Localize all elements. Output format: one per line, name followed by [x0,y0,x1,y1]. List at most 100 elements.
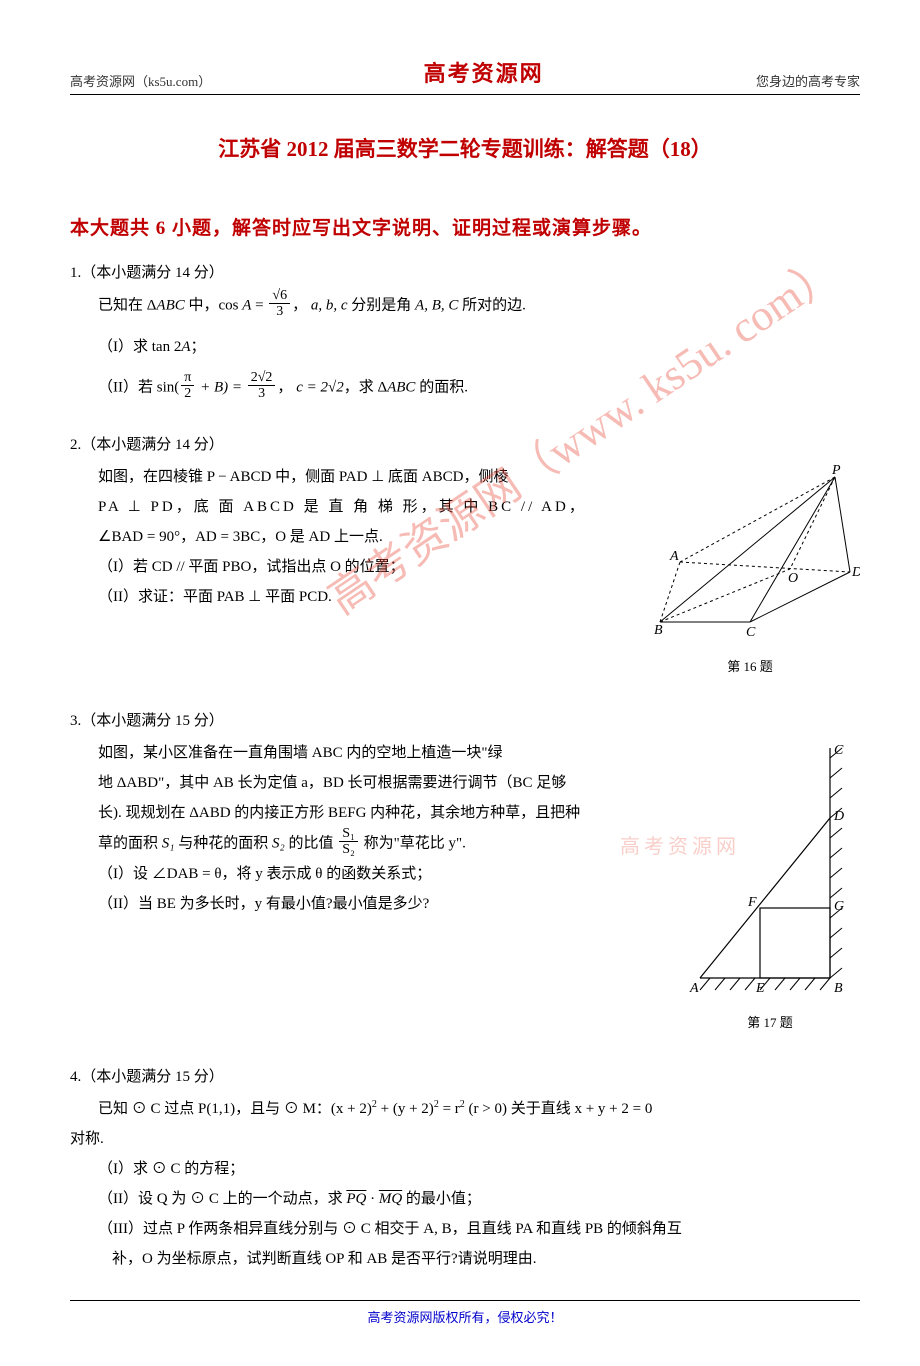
vec-MQ: MQ [379,1191,402,1207]
q2-l2: PA ⊥ PD，底 面 ABCD 是 直 角 梯 形，其 中 BC // AD， [98,492,630,522]
q1-frac2: 2√23 [248,370,276,402]
q3-frac: S₁S₂ [339,826,358,858]
q1-p2d: 的面积. [415,379,468,395]
question-4: 4.（本小题满分 15 分） 已知 ⊙ C 过点 P(1,1)，且与 ⊙ M：(… [70,1062,860,1274]
q1-pi2: π2 [181,370,194,402]
q1-ABC: ABC [156,297,184,313]
page-header: 高考资源网（ks5u.com） 高考资源网 您身边的高考专家 [70,58,860,92]
q4-l6: 补，O 为坐标原点，试判断直线 OP 和 AB 是否平行?请说明理由. [70,1244,860,1274]
q1-frac2-num: 2√2 [248,370,276,386]
q1-ABC3: ABC [387,379,415,395]
q1-pi2-den: 2 [181,386,194,401]
q1-l1d: 分别是角 [348,297,416,313]
header-center-logo: 高考资源网 [424,56,544,88]
q1-pi2-num: π [181,370,194,386]
q3-S1: S₁ [162,835,175,851]
q1-p2a: （II）若 sin( [98,379,179,395]
eq: = [255,297,267,313]
q1-ceq: c = 2√2 [296,379,344,395]
q1-l1a: 已知在 Δ [98,297,156,313]
lbl-A: A [669,549,679,564]
q1-head: 1.（本小题满分 14 分） [70,258,860,288]
q3-S2: S₂ [272,835,285,851]
q4-l1: 已知 ⊙ C 过点 P(1,1)，且与 ⊙ M：(x + 2)2 + (y + … [70,1094,860,1124]
lbl3-A: A [689,981,699,996]
q1-p1b: ； [191,339,206,355]
vec-PQ: PQ [346,1191,366,1207]
q1-l1c: ， [292,297,307,313]
header-right: 您身边的高考专家 [756,71,860,90]
q2-head: 2.（本小题满分 14 分） [70,430,860,460]
q1-p1-A: A [181,339,190,355]
q3-l3: 长). 现规划在 ΔABD 的内接正方形 BEFG 内种花，其余地方种草，且把种 [98,798,670,828]
lbl3-C: C [834,743,844,758]
q1-p2b: ， [277,379,292,395]
page: 高考资源网（www. ks5u. com） 高考资源网 高考资源网（ks5u.c… [0,0,920,1366]
q2-text: 如图，在四棱锥 P − ABCD 中，侧面 PAD ⊥ 底面 ABCD，侧棱 P… [70,462,630,612]
q1-frac1-num: √6 [269,288,290,304]
q1-frac1-den: 3 [269,304,290,319]
q3-frac-num: S₁ [339,826,358,842]
q1-frac1: √63 [269,288,290,320]
q4-head: 4.（本小题满分 15 分） [70,1062,860,1092]
q3-l4a: 草的面积 [98,835,162,851]
q3-head: 3.（本小题满分 15 分） [70,706,860,736]
q1-l1e: 所对的边. [458,297,526,313]
q3-frac-den: S₂ [339,842,358,857]
pyramid-icon: P A B C D O [640,462,860,642]
lbl3-F: F [747,895,757,910]
q1-l1b: 中，cos [185,297,243,313]
lbl-D: D [851,565,860,580]
lbl-C: C [746,625,756,640]
q4-l4: （II）设 Q 为 ⊙ C 上的一个动点，求 PQ · MQ 的最小值； [70,1184,860,1214]
q4-l1d: (r > 0) 关于直线 x + y + 2 = 0 [465,1101,653,1117]
header-left: 高考资源网（ks5u.com） [70,71,211,90]
q3-figure: A B C D E F G 第 17 题 [680,738,860,1036]
q1-line1: 已知在 ΔABC 中，cos A = √63， a, b, c 分别是角 A, … [70,290,860,322]
question-3: 3.（本小题满分 15 分） 如图，某小区准备在一直角围墙 ABC 内的空地上植… [70,706,860,1036]
q2-caption: 第 16 题 [640,654,860,680]
section-subtitle: 本大题共 6 小题，解答时应写出文字说明、证明过程或演算步骤。 [70,213,860,240]
lbl3-E: E [755,981,765,996]
q4-l4a: （II）设 Q 为 ⊙ C 上的一个动点，求 [98,1191,346,1207]
q4-l2: 对称. [70,1124,860,1154]
page-title: 江苏省 2012 届高三数学二轮专题训练：解答题（18） [70,133,860,163]
lbl3-D: D [833,809,844,824]
q1-frac2-den: 3 [248,386,276,401]
q3-l5: （I）设 ∠DAB = θ，将 y 表示成 θ 的函数关系式； [98,859,670,889]
footer-text: 高考资源网版权所有，侵权必究！ [70,1307,860,1326]
q4-l3: （I）求 ⊙ C 的方程； [70,1154,860,1184]
question-2: 2.（本小题满分 14 分） 如图，在四棱锥 P − ABCD 中，侧面 PAD… [70,430,860,680]
lbl-B: B [654,623,663,638]
q3-caption: 第 17 题 [680,1010,860,1036]
q3-l1: 如图，某小区准备在一直角围墙 ABC 内的空地上植造一块"绿 [98,738,670,768]
q3-l2: 地 ΔABD"，其中 AB 长为定值 a，BD 长可根据需要进行调节（BC 足够 [98,768,670,798]
q2-l4: （I）若 CD // 平面 PBO，试指出点 O 的位置； [98,552,630,582]
q3-l4c: 的比值 [285,835,338,851]
q1-plusB: + B) = [196,379,245,395]
q4-l4b: 的最小值； [402,1191,481,1207]
q1-p1: （I）求 tan 2 [98,339,181,355]
q1-part1: （I）求 tan 2A； [70,332,860,362]
lbl3-B: B [834,981,843,996]
lbl-O: O [788,571,798,586]
q2-l3: ∠BAD = 90°，AD = 3BC，O 是 AD 上一点. [98,522,630,552]
lbl3-G: G [834,899,844,914]
q2-l1: 如图，在四棱锥 P − ABCD 中，侧面 PAD ⊥ 底面 ABCD，侧棱 [98,462,630,492]
footer-rule [70,1300,860,1301]
q2-figure: P A B C D O 第 16 题 [640,462,860,680]
lbl-P: P [831,463,841,478]
q2-l5: （II）求证：平面 PAB ⊥ 平面 PCD. [98,582,630,612]
q3-l4d: 称为"草花比 y". [360,835,466,851]
q4-l5: （III）过点 P 作两条相异直线分别与 ⊙ C 相交于 A, B，且直线 PA… [70,1214,860,1244]
q3-l6: （II）当 BE 为多长时，y 有最小值?最小值是多少? [98,889,670,919]
q3-text: 如图，某小区准备在一直角围墙 ABC 内的空地上植造一块"绿 地 ΔABD"，其… [70,738,670,920]
question-1: 1.（本小题满分 14 分） 已知在 ΔABC 中，cos A = √63， a… [70,258,860,404]
q4-l1c: = r [439,1101,460,1117]
wall-diagram-icon: A B C D E F G [680,738,860,998]
q4-dot: · [366,1191,379,1207]
q4-l1a: 已知 ⊙ C 过点 P(1,1)，且与 ⊙ M：(x + 2) [98,1101,372,1117]
q1-p2c: ，求 Δ [344,379,387,395]
header-rule [70,94,860,95]
q4-l1b: + (y + 2) [377,1101,434,1117]
